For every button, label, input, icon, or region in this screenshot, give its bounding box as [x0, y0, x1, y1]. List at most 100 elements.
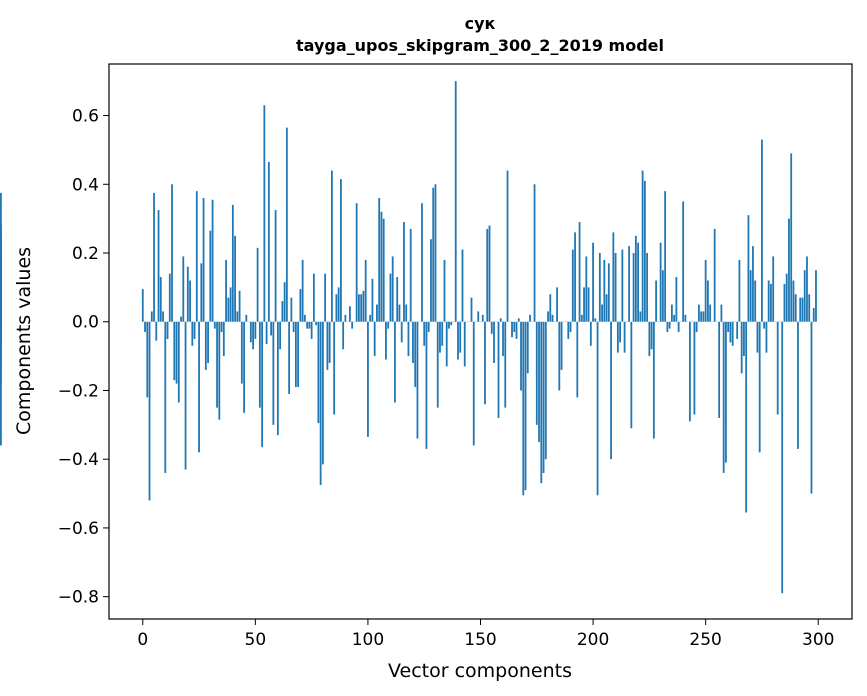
bar: [315, 321, 318, 326]
bar: [486, 228, 489, 322]
y-axis-ticks: −0.8 −0.6 −0.4 −0.2 0.0 0.2 0.4 0.6: [58, 107, 109, 608]
bar: [198, 321, 200, 453]
bar: [439, 321, 441, 353]
bar: [213, 321, 216, 329]
bar: [515, 321, 518, 339]
bar: [605, 294, 608, 322]
bar: [709, 304, 712, 322]
chart-title-line2: tayga_upos_skipgram_300_2_2019 model: [296, 36, 664, 55]
bar: [731, 321, 734, 346]
bar: [168, 273, 171, 322]
bar: [166, 321, 169, 339]
bar: [191, 321, 194, 346]
bar: [292, 321, 295, 333]
bar: [490, 321, 493, 334]
bar: [797, 321, 799, 449]
bar: [427, 321, 430, 333]
bar: [274, 210, 277, 322]
bar: [761, 139, 763, 322]
bar: [632, 253, 635, 322]
bar: [450, 321, 453, 326]
bar: [445, 321, 448, 367]
bar: [616, 321, 619, 353]
bar: [668, 321, 671, 329]
bar: [378, 198, 381, 322]
bar: [414, 321, 417, 388]
bar: [200, 263, 203, 322]
bar: [349, 306, 351, 322]
bar: [619, 321, 621, 343]
bar: [736, 321, 739, 339]
bar: [297, 321, 300, 388]
x-axis-label: Vector components: [388, 660, 572, 682]
x-tick-label: 0: [137, 630, 148, 650]
bar: [385, 321, 387, 360]
bar: [700, 311, 703, 322]
bar: [576, 321, 579, 398]
bar: [220, 321, 223, 333]
bar: [267, 161, 270, 322]
bar: [443, 259, 446, 322]
bar: [641, 170, 644, 322]
bar: [601, 304, 603, 322]
bar: [707, 280, 709, 322]
bar: [283, 282, 286, 322]
bar: [276, 321, 279, 436]
bar: [218, 321, 221, 420]
bar: [335, 294, 338, 322]
bar: [153, 192, 155, 322]
bar: [540, 321, 543, 484]
bar: [704, 259, 707, 322]
bar: [517, 318, 520, 322]
bar: [538, 321, 540, 443]
bar: [637, 242, 640, 322]
bar: [227, 297, 230, 322]
bar: [294, 321, 297, 388]
bar: [290, 297, 293, 322]
bar: [256, 247, 259, 322]
bar: [623, 321, 626, 353]
bar: [767, 280, 770, 322]
bar: [758, 321, 761, 453]
bar: [398, 304, 401, 322]
bar: [801, 297, 804, 322]
y-axis-label: Components values: [13, 247, 35, 435]
bar: [382, 218, 385, 322]
y-tick-label: −0.6: [58, 519, 99, 539]
bar: [484, 321, 486, 405]
bar: [344, 314, 347, 322]
bar: [765, 321, 768, 353]
bar: [634, 235, 637, 322]
bar: [272, 321, 275, 425]
bar: [650, 321, 653, 350]
bar: [207, 321, 209, 363]
bar: [263, 105, 266, 322]
bar: [216, 321, 218, 408]
bar: [481, 314, 484, 322]
bar: [743, 321, 745, 357]
bar: [596, 321, 599, 496]
bar: [243, 321, 245, 413]
y-tick-label: 0.4: [72, 175, 99, 195]
bar: [380, 211, 383, 322]
bar: [772, 256, 775, 322]
bar: [308, 321, 311, 329]
bar: [245, 314, 248, 322]
bar: [340, 179, 342, 322]
bar: [373, 321, 376, 357]
bar: [603, 259, 606, 322]
bar: [0, 321, 2, 446]
bar: [729, 321, 732, 343]
bar: [389, 273, 392, 322]
bar: [396, 277, 399, 322]
bar: [454, 81, 457, 322]
bar: [670, 304, 673, 322]
bar: [229, 287, 232, 322]
bar: [655, 280, 658, 322]
bar: [261, 321, 264, 448]
bar: [790, 153, 793, 322]
bar: [594, 318, 597, 322]
bar: [355, 203, 358, 322]
